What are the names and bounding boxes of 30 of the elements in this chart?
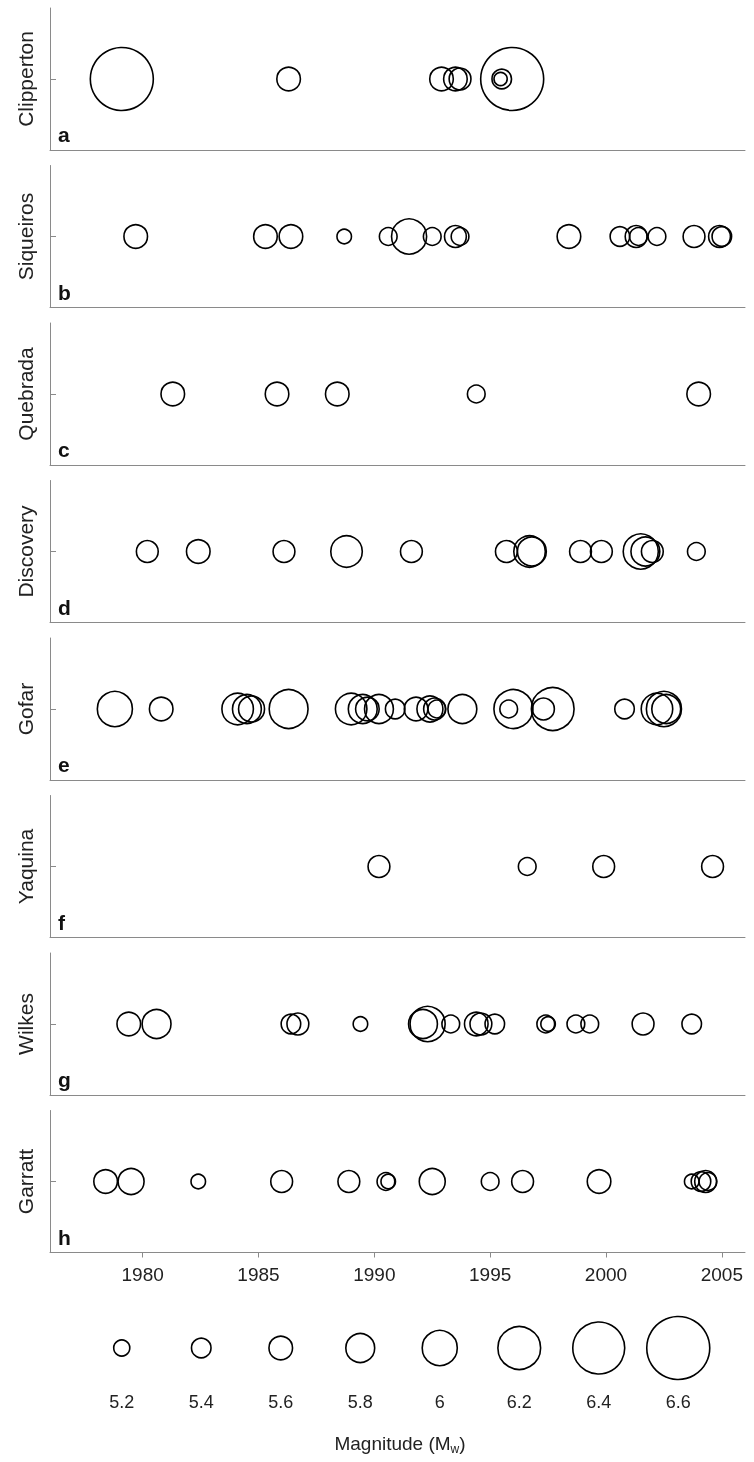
y-tick-label: Yaquina bbox=[14, 828, 37, 905]
y-tick-label: Quebrada bbox=[14, 346, 37, 441]
annotation: g bbox=[58, 1068, 71, 1091]
x-tick-label: 1995 bbox=[469, 1263, 512, 1285]
annotation: d bbox=[58, 595, 71, 619]
legend-label: 6.4 bbox=[586, 1392, 612, 1412]
annotation: c bbox=[58, 438, 70, 461]
x-tick-label: 1985 bbox=[237, 1263, 280, 1285]
legend-label: 6 bbox=[434, 1392, 445, 1412]
y-tick-label: Gofar bbox=[14, 682, 37, 736]
y-tick-label: Wilkes bbox=[14, 993, 37, 1055]
x-tick-label: 2005 bbox=[700, 1263, 743, 1285]
annotation: b bbox=[58, 280, 71, 304]
x-tick-label: 1980 bbox=[121, 1263, 164, 1285]
y-tick-label: Garratt bbox=[14, 1148, 37, 1215]
legend-label: 6.2 bbox=[506, 1392, 532, 1412]
annotation: h bbox=[58, 1225, 71, 1249]
x-tick-label: 2000 bbox=[584, 1263, 628, 1285]
y-tick-label: Clipperton bbox=[14, 31, 37, 127]
legend-label: 5.4 bbox=[188, 1392, 214, 1412]
y-tick-label: Siqueiros bbox=[14, 192, 37, 281]
legend-label: 6.6 bbox=[665, 1392, 691, 1412]
annotation: a bbox=[58, 123, 70, 146]
annotation: e bbox=[58, 753, 70, 776]
x-tick-label: 1990 bbox=[353, 1263, 396, 1285]
legend-label: 5.2 bbox=[109, 1392, 135, 1412]
y-tick-label: Discovery bbox=[14, 504, 37, 598]
legend-label: 5.8 bbox=[347, 1392, 373, 1412]
legend-label: 5.6 bbox=[268, 1392, 294, 1412]
annotation: f bbox=[58, 910, 66, 934]
